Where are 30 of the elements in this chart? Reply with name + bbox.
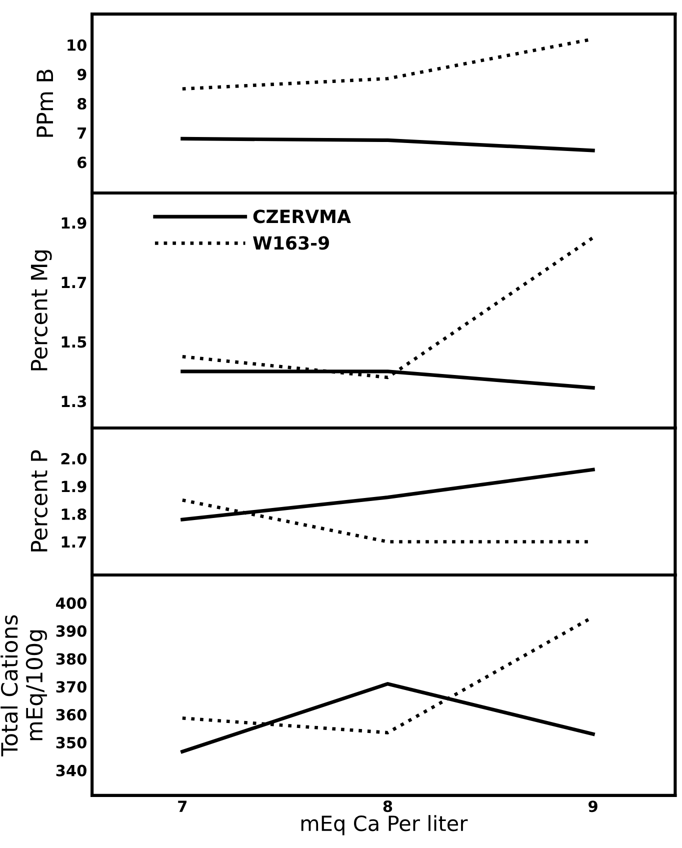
y-tick-label: 370 <box>56 681 86 693</box>
legend-label: W163-9 <box>253 236 329 250</box>
legend-label: CZERVMA <box>253 210 351 224</box>
y-tick-label: 400 <box>56 597 86 609</box>
y-tick-label: 2.0 <box>61 452 86 465</box>
y-tick-label: 10 <box>68 39 86 51</box>
y-tick-label: 1.3 <box>62 396 86 408</box>
y-axis-title: Total Cations mEq/100g <box>0 615 47 756</box>
x-axis-title: mEq Ca Per liter <box>301 815 468 836</box>
x-tick-label: 9 <box>588 800 598 812</box>
y-tick-label: 1.5 <box>62 336 86 348</box>
y-axis-title: Percent Mg <box>30 250 52 370</box>
y-tick-label: 350 <box>56 736 86 748</box>
y-tick-label: 7 <box>78 128 86 139</box>
y-tick-label: 1.9 <box>62 217 86 229</box>
y-tick-label: 9 <box>77 68 86 80</box>
y-tick-label: 8 <box>78 98 86 110</box>
y-tick-label: 1.8 <box>62 508 86 520</box>
y-tick-label: 390 <box>56 625 86 637</box>
y-tick-label: 340 <box>56 764 86 776</box>
y-tick-label: 1.7 <box>62 536 86 548</box>
y-axis-title: PPm B <box>36 70 53 137</box>
y-tick-label: 6 <box>78 156 86 168</box>
y-axis-title: Percent P <box>30 450 48 552</box>
x-tick-label: 7 <box>178 800 187 812</box>
y-tick-label: 360 <box>56 708 86 721</box>
x-tick-label: 8 <box>383 800 392 812</box>
y-tick-label: 380 <box>56 653 86 665</box>
y-tick-label: 1.9 <box>62 480 86 492</box>
y-tick-label: 1.7 <box>62 276 86 288</box>
